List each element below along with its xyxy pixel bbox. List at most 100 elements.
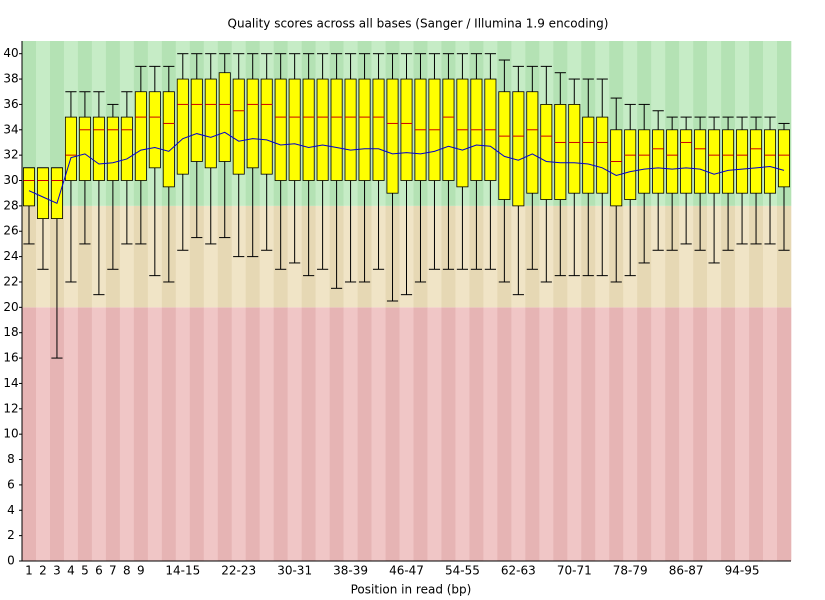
zone-stripe xyxy=(22,205,37,308)
x-tick-label: 14-15 xyxy=(165,564,200,578)
y-tick-label: 18 xyxy=(3,325,18,339)
box xyxy=(316,78,329,181)
box xyxy=(666,129,679,194)
box xyxy=(302,78,315,181)
box xyxy=(134,91,147,181)
zone-stripe xyxy=(539,307,554,561)
y-tick-label: 28 xyxy=(3,198,18,212)
zone-stripe xyxy=(511,307,526,561)
zone-stripe xyxy=(273,307,288,561)
zone-stripe xyxy=(637,307,652,561)
box xyxy=(218,72,231,162)
box xyxy=(596,116,609,194)
zone-stripe xyxy=(49,41,65,206)
zone-stripe xyxy=(231,307,247,561)
x-tick-label: 46-47 xyxy=(389,564,424,578)
box xyxy=(22,167,35,207)
box xyxy=(512,91,525,207)
box xyxy=(386,78,399,194)
box xyxy=(610,129,623,207)
zone-stripe xyxy=(175,307,191,561)
box xyxy=(36,167,49,219)
zone-stripe xyxy=(609,307,624,561)
x-tick-label: 9 xyxy=(137,564,145,578)
box xyxy=(400,78,413,181)
zone-stripe xyxy=(525,307,540,561)
y-tick-label: 14 xyxy=(3,376,18,390)
zone-stripe xyxy=(595,307,610,561)
zone-stripe xyxy=(105,307,121,561)
box xyxy=(554,104,567,200)
box xyxy=(442,78,455,181)
zone-stripe xyxy=(343,307,358,561)
box xyxy=(568,104,581,194)
zone-stripe xyxy=(777,307,792,561)
box xyxy=(78,116,91,181)
box xyxy=(372,78,385,181)
y-tick-label: 0 xyxy=(7,554,15,568)
zone-stripe xyxy=(217,205,233,308)
box xyxy=(50,167,63,219)
zone-stripe xyxy=(22,41,37,206)
box xyxy=(624,129,637,200)
x-tick-label: 86-87 xyxy=(669,564,704,578)
zone-stripe xyxy=(399,307,414,561)
box xyxy=(456,78,469,188)
zone-stripe xyxy=(77,205,93,308)
zone-stripe xyxy=(707,307,722,561)
zone-stripe xyxy=(679,205,694,308)
y-tick-label: 22 xyxy=(3,274,18,288)
zone-stripe xyxy=(133,205,149,308)
x-tick-label: 3 xyxy=(53,564,61,578)
zone-stripe xyxy=(77,307,93,561)
box xyxy=(344,78,357,181)
box xyxy=(652,129,665,194)
zone-stripe xyxy=(91,307,107,561)
box xyxy=(288,78,301,181)
zone-stripe xyxy=(35,307,51,561)
zone-stripe xyxy=(679,307,694,561)
zone-stripe xyxy=(217,307,233,561)
zone-stripe xyxy=(357,307,372,561)
zone-stripe xyxy=(763,205,778,308)
zone-stripe xyxy=(35,41,51,206)
box xyxy=(526,91,539,194)
x-tick-label: 78-79 xyxy=(613,564,648,578)
box xyxy=(106,116,119,181)
zone-stripe xyxy=(553,307,568,561)
x-tick-label: 30-31 xyxy=(277,564,312,578)
zone-stripe xyxy=(735,205,750,308)
zone-stripe xyxy=(371,307,386,561)
zone-stripe xyxy=(189,205,205,308)
y-tick-label: 10 xyxy=(3,427,18,441)
x-tick-label: 22-23 xyxy=(221,564,256,578)
zone-stripe xyxy=(161,307,177,561)
zone-stripe xyxy=(329,307,344,561)
zone-stripe xyxy=(483,307,498,561)
box xyxy=(260,78,273,175)
box xyxy=(582,116,595,194)
box xyxy=(736,129,749,194)
zone-stripe xyxy=(147,307,163,561)
zone-stripe xyxy=(259,307,274,561)
zone-stripe xyxy=(693,205,708,308)
y-tick-label: 2 xyxy=(7,528,15,542)
box xyxy=(764,129,777,194)
box xyxy=(246,78,259,169)
box xyxy=(708,129,721,194)
zone-stripe xyxy=(693,307,708,561)
box xyxy=(176,78,189,175)
zone-stripe xyxy=(385,307,400,561)
zone-stripe xyxy=(175,205,191,308)
y-tick-label: 6 xyxy=(7,477,15,491)
zone-stripe xyxy=(133,307,149,561)
y-tick-label: 16 xyxy=(3,351,18,365)
box xyxy=(750,129,763,194)
zone-stripe xyxy=(301,307,316,561)
zone-stripe xyxy=(63,307,79,561)
zone-stripe xyxy=(49,307,65,561)
zone-stripe xyxy=(763,307,778,561)
y-tick-label: 36 xyxy=(3,97,18,111)
x-tick-label: 7 xyxy=(109,564,117,578)
